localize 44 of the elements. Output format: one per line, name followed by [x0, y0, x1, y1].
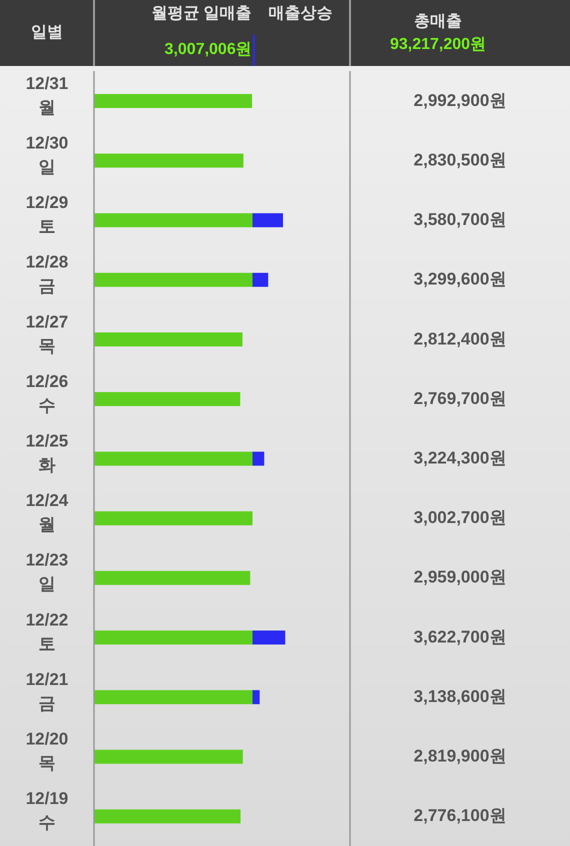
data-label: 3,299,600원 — [414, 270, 506, 289]
data-label: 2,819,900원 — [414, 746, 506, 766]
ref-line-label: 월평균 일매출 3,007,006원 — [151, 4, 252, 60]
y-tick-label: 12/23 일 — [26, 550, 68, 594]
data-label: 3,622,700원 — [414, 627, 506, 646]
bar — [94, 272, 268, 287]
y-tick-label: 12/26 수 — [26, 372, 68, 415]
text: 93,217,200원 — [388, 35, 488, 55]
y-tick-label: 12/27 목 — [26, 312, 68, 356]
data-label: 2,830,500원 — [414, 150, 506, 170]
bar — [94, 154, 244, 168]
y-tick-label: 12/19 수 — [26, 789, 68, 832]
data-label: 2,769,700원 — [414, 388, 506, 408]
y-tick-label: 12/31 월 — [26, 74, 68, 117]
text: 매출상승 — [268, 4, 333, 24]
y-tick-label: 12/24 월 — [26, 491, 69, 534]
y-tick-label: 12/28 금 — [26, 252, 68, 296]
y-tick-label: 12/30 일 — [26, 133, 68, 176]
bar — [94, 94, 252, 108]
y-tick-label: 12/25 화 — [26, 432, 68, 474]
bar — [94, 630, 286, 645]
y-tick-label: 12/22 토 — [26, 610, 68, 654]
text: 총매출 — [413, 12, 463, 32]
data-label: 3,224,300원 — [414, 448, 506, 468]
data-label: 2,959,000원 — [414, 568, 506, 587]
bar — [94, 750, 243, 764]
bar — [94, 511, 252, 526]
y-axis-title: 일별 — [30, 23, 64, 43]
data-label: 3,580,700원 — [414, 210, 506, 230]
y-tick-label: 12/20 목 — [26, 730, 68, 773]
bar — [94, 213, 283, 228]
bar — [94, 392, 240, 406]
bar — [94, 809, 241, 824]
bar — [94, 452, 264, 466]
bar — [94, 332, 242, 346]
data-label: 3,002,700원 — [414, 508, 506, 528]
bar — [94, 690, 260, 704]
bar — [94, 570, 250, 585]
y-tick-label: 12/21 금 — [26, 670, 68, 713]
data-label: 2,812,400원 — [414, 329, 506, 348]
y-tick-label: 12/29 토 — [26, 193, 68, 236]
data-label: 2,776,100원 — [414, 806, 506, 826]
data-label: 3,138,600원 — [414, 686, 506, 706]
data-label: 2,992,900원 — [414, 90, 506, 110]
